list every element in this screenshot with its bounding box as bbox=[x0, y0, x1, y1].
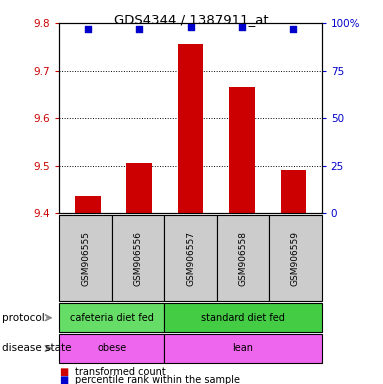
Text: percentile rank within the sample: percentile rank within the sample bbox=[75, 375, 240, 384]
Point bbox=[136, 26, 142, 32]
Bar bbox=[178, 45, 203, 213]
Text: obese: obese bbox=[97, 343, 126, 354]
Point bbox=[188, 24, 194, 30]
Text: GSM906555: GSM906555 bbox=[81, 231, 90, 286]
Text: GDS4344 / 1387911_at: GDS4344 / 1387911_at bbox=[114, 13, 269, 26]
Text: cafeteria diet fed: cafeteria diet fed bbox=[70, 313, 154, 323]
Bar bbox=[281, 170, 306, 213]
Text: ■: ■ bbox=[59, 367, 69, 377]
Text: GSM906558: GSM906558 bbox=[239, 231, 247, 286]
Text: GSM906557: GSM906557 bbox=[186, 231, 195, 286]
Text: disease state: disease state bbox=[2, 343, 71, 354]
Text: protocol: protocol bbox=[2, 313, 45, 323]
Bar bbox=[229, 87, 255, 213]
Point bbox=[290, 26, 296, 32]
Text: lean: lean bbox=[232, 343, 254, 354]
Bar bbox=[126, 163, 152, 213]
Point bbox=[85, 26, 91, 32]
Point bbox=[239, 24, 245, 30]
Text: ■: ■ bbox=[59, 375, 69, 384]
Bar bbox=[75, 197, 100, 213]
Text: transformed count: transformed count bbox=[75, 367, 165, 377]
Text: standard diet fed: standard diet fed bbox=[201, 313, 285, 323]
Text: GSM906556: GSM906556 bbox=[134, 231, 142, 286]
Text: GSM906559: GSM906559 bbox=[291, 231, 300, 286]
